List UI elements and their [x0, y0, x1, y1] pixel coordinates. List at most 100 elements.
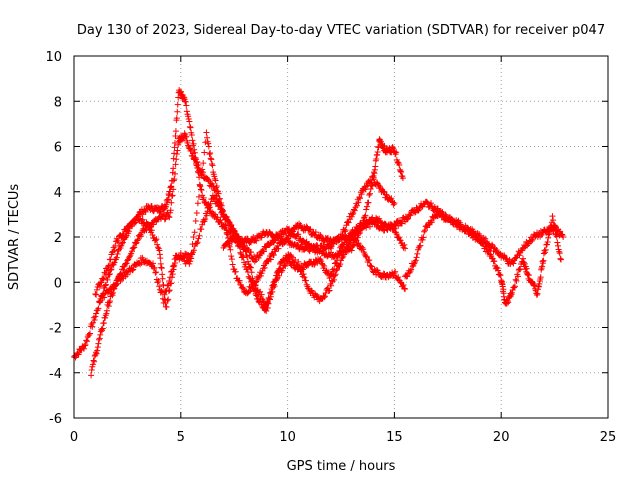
data-point	[161, 216, 168, 223]
data-point	[163, 287, 170, 294]
data-point	[405, 215, 412, 222]
data-point	[132, 219, 139, 226]
data-point	[211, 194, 218, 201]
data-point	[153, 276, 160, 283]
data-point	[186, 260, 193, 267]
data-point	[428, 217, 435, 224]
series-track-6	[402, 209, 565, 307]
data-point	[161, 296, 168, 303]
data-point	[205, 143, 212, 150]
data-point	[216, 202, 223, 209]
data-point	[193, 240, 200, 247]
data-point	[209, 162, 216, 169]
data-point	[107, 267, 114, 274]
data-point	[153, 269, 160, 276]
data-point	[182, 98, 189, 105]
data-point	[420, 234, 427, 241]
data-point	[357, 195, 364, 202]
data-point	[261, 264, 268, 271]
data-point	[139, 216, 146, 223]
data-point	[545, 231, 552, 238]
data-point	[330, 268, 337, 275]
data-point	[200, 160, 207, 167]
data-point	[485, 240, 492, 247]
data-point	[168, 268, 175, 275]
data-point	[199, 221, 206, 228]
data-point	[390, 145, 397, 152]
data-point	[239, 284, 246, 291]
y-tick-label: 2	[54, 231, 62, 246]
series-track-4	[96, 192, 409, 306]
data-point	[263, 308, 270, 315]
data-point	[383, 226, 390, 233]
x-tick-label: 25	[600, 430, 617, 445]
data-point	[244, 253, 251, 260]
data-point	[189, 137, 196, 144]
data-point	[172, 139, 179, 146]
data-point	[129, 267, 136, 274]
data-point	[188, 255, 195, 262]
data-point	[97, 331, 104, 338]
data-point	[372, 163, 379, 170]
data-point	[221, 213, 228, 220]
data-point	[150, 260, 157, 267]
data-point	[99, 276, 106, 283]
data-point	[331, 276, 338, 283]
data-point	[89, 323, 96, 330]
data-point	[393, 149, 400, 156]
data-point	[316, 247, 323, 254]
data-point	[489, 241, 496, 248]
data-point	[184, 257, 191, 264]
data-point	[198, 172, 205, 179]
data-point	[331, 272, 338, 279]
data-point	[216, 195, 223, 202]
data-point	[206, 151, 213, 158]
data-point	[247, 249, 254, 256]
data-point	[266, 296, 273, 303]
data-point	[227, 246, 234, 253]
data-point	[401, 241, 408, 248]
data-point	[103, 307, 110, 314]
data-point	[528, 237, 535, 244]
data-point	[173, 156, 180, 163]
data-point	[367, 180, 374, 187]
x-tick-label: 0	[70, 430, 78, 445]
data-point	[194, 239, 201, 246]
data-point	[513, 277, 520, 284]
data-point	[545, 234, 552, 241]
data-point	[123, 260, 130, 267]
data-point	[208, 161, 215, 168]
data-point	[362, 186, 369, 193]
data-point	[367, 185, 374, 192]
data-point	[93, 286, 100, 293]
data-point	[380, 270, 387, 277]
data-point	[354, 202, 361, 209]
data-point	[540, 257, 547, 264]
data-point	[404, 216, 411, 223]
data-point	[83, 338, 90, 345]
data-point	[213, 198, 220, 205]
y-tick-label: -6	[49, 412, 62, 427]
data-point	[236, 277, 243, 284]
data-point	[228, 221, 235, 228]
data-point	[170, 155, 177, 162]
data-point	[351, 207, 358, 214]
data-point	[514, 273, 521, 280]
data-point	[491, 258, 498, 265]
data-point	[479, 239, 486, 246]
data-point	[89, 361, 96, 368]
data-point	[325, 268, 332, 275]
data-point	[172, 170, 179, 177]
data-point	[264, 305, 271, 312]
data-point	[542, 246, 549, 253]
data-point	[173, 151, 180, 158]
data-point	[192, 217, 199, 224]
data-point	[183, 108, 190, 115]
data-point	[497, 272, 504, 279]
data-point	[557, 228, 564, 235]
data-point	[187, 258, 194, 265]
data-point	[306, 226, 313, 233]
data-point	[370, 174, 377, 181]
data-point	[94, 347, 101, 354]
